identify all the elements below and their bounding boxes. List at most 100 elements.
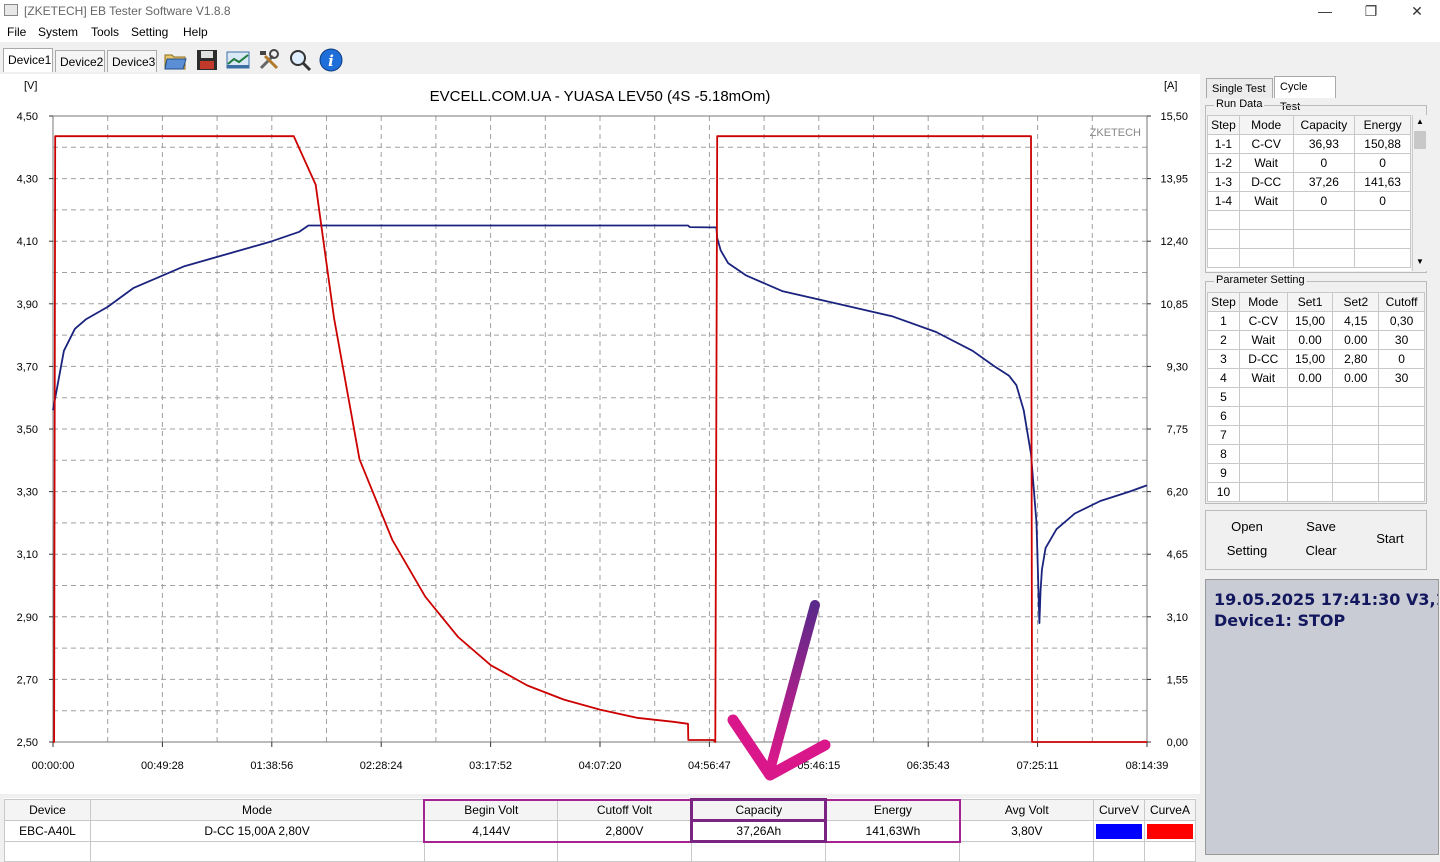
parameter-cell — [1378, 387, 1425, 407]
menu-tools[interactable]: Tools — [91, 25, 120, 39]
run-data-row[interactable]: 1-3 D-CC 37,26 141,63 — [1207, 172, 1411, 192]
parameter-row[interactable]: 1 C-CV 15,00 4,15 0,30 — [1207, 311, 1425, 331]
summary-empty-cell — [4, 841, 91, 862]
run-data-cell: D-CC — [1238, 172, 1294, 192]
menu-setting[interactable]: Setting — [131, 25, 169, 39]
magnifier-icon[interactable] — [287, 47, 313, 73]
parameter-row[interactable]: 6 — [1207, 406, 1425, 426]
run-data-cell: Wait — [1238, 191, 1294, 211]
parameter-cell: D-CC — [1238, 349, 1288, 369]
x-tick-label: 05:46:15 — [797, 760, 840, 772]
parameter-cell: 30 — [1378, 330, 1425, 350]
left-axis-unit: [V] — [24, 80, 37, 92]
y-left-tick-label: 2,50 — [17, 737, 38, 749]
run-data-scrollbar[interactable]: ▲ ▼ — [1412, 115, 1427, 271]
parameter-row[interactable]: 3 D-CC 15,00 2,80 0 — [1207, 349, 1425, 369]
run-data-cell — [1238, 210, 1294, 230]
run-data-cell: 37,26 — [1292, 172, 1356, 192]
minimize-button[interactable]: — — [1318, 3, 1332, 19]
menu-file[interactable]: File — [7, 25, 27, 39]
summary-header-cutoff-volt: Cutoff Volt — [557, 798, 693, 821]
run-data-row[interactable]: 1-1 C-CV 36,93 150,88 — [1207, 134, 1411, 154]
parameter-cell — [1332, 387, 1380, 407]
y-right-tick-label: 13,95 — [1160, 174, 1188, 186]
tab-device3[interactable]: Device3 — [107, 50, 157, 72]
info-icon[interactable]: i — [318, 47, 344, 73]
parameter-cell — [1332, 406, 1380, 426]
parameter-cell — [1378, 482, 1425, 502]
app-icon — [4, 4, 18, 16]
tab-device1[interactable]: Device1 — [3, 48, 53, 72]
run-data-row[interactable]: 1-4 Wait 0 0 — [1207, 191, 1411, 211]
folder-icon[interactable] — [162, 47, 188, 73]
run-data-header: Step — [1207, 115, 1240, 135]
restore-button[interactable]: ❐ — [1364, 3, 1378, 19]
curvev-color-swatch[interactable] — [1095, 823, 1142, 839]
status-device-state: Device1: STOP — [1214, 611, 1346, 630]
parameter-cell: 8 — [1207, 444, 1240, 464]
tab-single-test[interactable]: Single Test — [1206, 78, 1273, 98]
scroll-up-arrow[interactable]: ▲ — [1416, 117, 1424, 126]
parameter-cell — [1286, 387, 1334, 407]
curvea-color-swatch[interactable] — [1146, 823, 1193, 839]
run-data-row[interactable]: 1-2 Wait 0 0 — [1207, 153, 1411, 173]
curvev-color-cell[interactable] — [1092, 820, 1145, 842]
parameter-cell: 6 — [1207, 406, 1240, 426]
parameter-cell: 0 — [1378, 349, 1425, 369]
chart-image-icon[interactable] — [225, 47, 251, 73]
x-tick-label: 02:28:24 — [360, 760, 403, 772]
save-icon[interactable] — [194, 47, 220, 73]
setting-button[interactable]: Setting — [1212, 540, 1282, 562]
curvea-color-cell[interactable] — [1143, 820, 1197, 842]
y-left-tick-label: 3,30 — [17, 487, 38, 499]
run-data-cell — [1207, 229, 1240, 249]
parameter-row[interactable]: 9 — [1207, 463, 1425, 483]
parameter-cell: 0.00 — [1286, 368, 1334, 388]
parameter-cell: 0.00 — [1332, 330, 1380, 350]
svg-text:i: i — [328, 52, 334, 70]
y-right-tick-label: 4,65 — [1167, 549, 1188, 561]
scroll-thumb[interactable] — [1414, 131, 1426, 149]
menu-help[interactable]: Help — [183, 25, 208, 39]
parameter-row[interactable]: 7 — [1207, 425, 1425, 445]
status-datetime: 19.05.2025 17:41:30 V3,10 — [1214, 590, 1439, 609]
parameter-header: Mode — [1238, 292, 1288, 312]
parameter-row[interactable]: 4 Wait 0.00 0.00 30 — [1207, 368, 1425, 388]
parameter-row[interactable]: 8 — [1207, 444, 1425, 464]
chart-series — [52, 135, 1148, 743]
tab-cycle-test[interactable]: Cycle Test — [1274, 76, 1336, 113]
right-panel: Single Test Cycle Test Run Data Step Mod… — [1203, 74, 1440, 860]
status-display: 19.05.2025 17:41:30 V3,10 Device1: STOP — [1205, 579, 1439, 855]
parameter-row[interactable]: 5 — [1207, 387, 1425, 407]
x-tick-label: 04:56:47 — [688, 760, 731, 772]
menu-system[interactable]: System — [38, 25, 79, 39]
chart-ticks: 00:00:00 00:49:28 01:38:56 02:28:24 03:17:52… — [17, 111, 1188, 772]
save-button[interactable]: Save — [1286, 516, 1356, 538]
open-button[interactable]: Open — [1212, 516, 1282, 538]
parameter-row[interactable]: 10 — [1207, 482, 1425, 502]
parameter-cell — [1286, 482, 1334, 502]
parameter-cell: Wait — [1238, 330, 1288, 350]
annotation-arrow-icon — [727, 600, 831, 781]
tools-icon[interactable] — [256, 47, 282, 73]
parameter-cell: 10 — [1207, 482, 1240, 502]
parameter-row[interactable]: 2 Wait 0.00 0.00 30 — [1207, 330, 1425, 350]
tab-device2[interactable]: Device2 — [55, 50, 105, 72]
run-data-cell: 150,88 — [1354, 134, 1411, 154]
y-right-tick-label: 15,50 — [1160, 111, 1188, 123]
x-tick-label: 07:25:11 — [1017, 760, 1059, 772]
close-button[interactable]: ✕ — [1411, 3, 1423, 19]
summary-avg-volt: 3,80V — [959, 820, 1094, 842]
summary-header-capacity: Capacity — [690, 798, 828, 822]
run-data-cell: 141,63 — [1354, 172, 1411, 192]
summary-empty-cell — [691, 841, 827, 862]
parameter-cell: Wait — [1238, 368, 1288, 388]
parameter-rows: 1 C-CV 15,00 4,15 0,30 2 Wait 0.00 0.00 30 3 D-CC 15… — [1207, 311, 1425, 502]
run-data-cell: 1-2 — [1207, 153, 1240, 173]
parameter-header: Cutoff — [1378, 292, 1425, 312]
parameter-cell — [1332, 425, 1380, 445]
clear-button[interactable]: Clear — [1286, 540, 1356, 562]
scroll-down-arrow[interactable]: ▼ — [1416, 257, 1424, 266]
summary-header-begin-volt: Begin Volt — [423, 798, 559, 821]
start-button[interactable]: Start — [1359, 516, 1421, 562]
